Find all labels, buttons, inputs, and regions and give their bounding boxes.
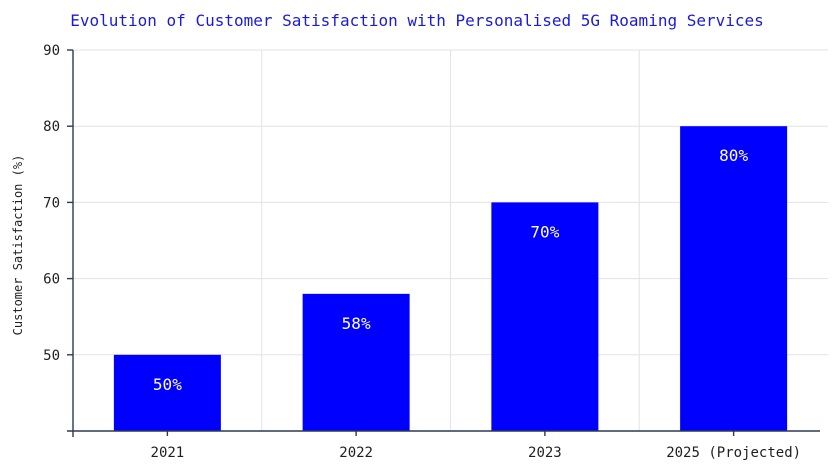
- bar-labels: 50% 58% 70% 80%: [153, 146, 749, 394]
- x-tick-label: 2021: [151, 445, 185, 461]
- x-tick-labels: 2021 2022 2023 2025 (Projected): [151, 431, 801, 461]
- bar: [680, 126, 788, 431]
- bar-value-label: 80%: [719, 146, 748, 165]
- y-tick-label: 60: [43, 272, 60, 288]
- bar: [491, 202, 599, 431]
- bar-value-label: 58%: [342, 314, 371, 333]
- y-tick-label: 90: [43, 43, 60, 59]
- y-axis-label: Customer Satisfaction (%): [11, 155, 25, 336]
- bar-value-label: 50%: [153, 375, 182, 394]
- bar-value-label: 70%: [530, 222, 559, 241]
- x-tick-label: 2022: [339, 445, 373, 461]
- y-tick-label: 50: [43, 348, 60, 364]
- y-tick-label: 80: [43, 119, 60, 135]
- x-tick-label: 2023: [528, 445, 562, 461]
- y-tick-label: 70: [43, 195, 60, 211]
- x-tick-label: 2025 (Projected): [666, 445, 801, 461]
- bars: [113, 126, 788, 431]
- chart-title: Evolution of Customer Satisfaction with …: [70, 11, 764, 30]
- bar: [302, 293, 410, 431]
- bar: [113, 354, 221, 431]
- y-tick-labels: 50 60 70 80 90: [43, 43, 73, 364]
